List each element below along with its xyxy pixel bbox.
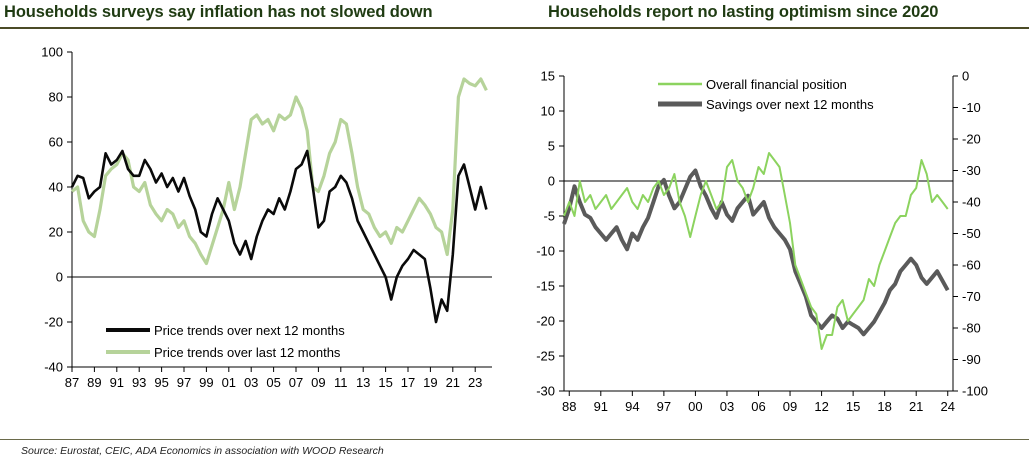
- left-y-tick-label: -15: [536, 279, 555, 294]
- x-tick-label: 94: [625, 399, 639, 414]
- x-tick-label: 24: [941, 399, 955, 414]
- y-tick-label: 100: [41, 45, 63, 60]
- x-tick-label: 15: [378, 375, 392, 390]
- x-tick-label: 21: [446, 375, 460, 390]
- x-tick-label: 11: [334, 375, 348, 390]
- x-tick-label: 97: [177, 375, 191, 390]
- x-tick-label: 13: [356, 375, 370, 390]
- left-chart: -40 -20 0 20 40 60 80 100 87 89 91 93 95 97 99 01 03 05 07…: [41, 45, 492, 390]
- x-tick-label: 93: [132, 375, 146, 390]
- x-tick-label: 21: [909, 399, 923, 414]
- x-tick-label: 00: [688, 399, 702, 414]
- x-tick-label: 06: [751, 399, 765, 414]
- legend-label-savings-over-next-12-months: Savings over next 12 months: [706, 97, 874, 112]
- left-y-tick-label: 5: [548, 139, 555, 154]
- y-tick-label: 60: [49, 135, 63, 150]
- left-y-tick-label: 10: [541, 104, 555, 119]
- x-tick-label: 97: [657, 399, 671, 414]
- x-tick-label: 03: [720, 399, 734, 414]
- x-tick-label: 03: [244, 375, 258, 390]
- left-y-tick-label: -10: [536, 244, 555, 259]
- x-tick-label: 12: [814, 399, 828, 414]
- x-tick-label: 89: [87, 375, 101, 390]
- left-y-tick-label: 15: [541, 69, 555, 84]
- right-y-tick-label: -70: [962, 289, 981, 304]
- x-tick-label: 18: [877, 399, 891, 414]
- legend-label-price-trends-over-next-12-months: Price trends over next 12 months: [154, 323, 345, 338]
- x-tick-label: 07: [289, 375, 303, 390]
- y-tick-label: 0: [56, 270, 63, 285]
- y-tick-label: 40: [49, 180, 63, 195]
- right-y-tick-label: -30: [962, 163, 981, 178]
- top-divider: [0, 27, 1029, 29]
- y-tick-label: 80: [49, 90, 63, 105]
- bottom-divider: [0, 439, 1029, 440]
- y-tick-label: -40: [44, 360, 63, 375]
- legend-label-price-trends-over-last-12-months: Price trends over last 12 months: [154, 345, 341, 360]
- right-y-tick-label: -10: [962, 100, 981, 115]
- series-line-savings-over-next-12-months: [562, 168, 950, 337]
- x-tick-label: 05: [266, 375, 280, 390]
- x-tick-label: 95: [154, 375, 168, 390]
- x-tick-label: 87: [65, 375, 79, 390]
- y-tick-label: 20: [49, 225, 63, 240]
- y-tick-label: -20: [44, 315, 63, 330]
- x-tick-label: 91: [594, 399, 608, 414]
- right-y-tick-label: -40: [962, 195, 981, 210]
- right-y-tick-label: -90: [962, 352, 981, 367]
- left-y-tick-label: -20: [536, 314, 555, 329]
- source-note: Source: Eurostat, CEIC, ADA Economics in…: [21, 445, 384, 457]
- left-chart-title: Households surveys say inflation has not…: [4, 3, 433, 21]
- right-y-tick-label: 0: [962, 69, 969, 84]
- right-y-tick-label: -50: [962, 226, 981, 241]
- right-y-tick-label: -100: [962, 384, 988, 399]
- series-line-price-trends-over-next-12-months: [70, 149, 488, 324]
- x-tick-label: 99: [199, 375, 213, 390]
- x-tick-label: 09: [783, 399, 797, 414]
- x-tick-label: 91: [110, 375, 124, 390]
- x-tick-label: 19: [423, 375, 437, 390]
- right-y-tick-label: -20: [962, 132, 981, 147]
- x-tick-label: 17: [401, 375, 415, 390]
- x-tick-label: 09: [311, 375, 325, 390]
- left-y-tick-label: -30: [536, 384, 555, 399]
- left-y-tick-label: -5: [543, 209, 555, 224]
- right-chart-title: Households report no lasting optimism si…: [548, 3, 939, 21]
- x-tick-label: 01: [222, 375, 236, 390]
- x-tick-label: 15: [846, 399, 860, 414]
- series-line-overall-financial-position: [563, 152, 949, 350]
- x-tick-label: 23: [468, 375, 482, 390]
- left-y-tick-label: -25: [536, 349, 555, 364]
- left-y-tick-label: 0: [548, 174, 555, 189]
- series-line-price-trends-over-last-12-months: [70, 77, 488, 266]
- legend-label-overall-financial-position: Overall financial position: [706, 77, 847, 92]
- right-chart: -30-25-20-15-10-5051015-100-90-80-70-60-…: [536, 69, 988, 415]
- x-tick-label: 88: [562, 399, 576, 414]
- right-y-tick-label: -60: [962, 258, 981, 273]
- right-y-tick-label: -80: [962, 321, 981, 336]
